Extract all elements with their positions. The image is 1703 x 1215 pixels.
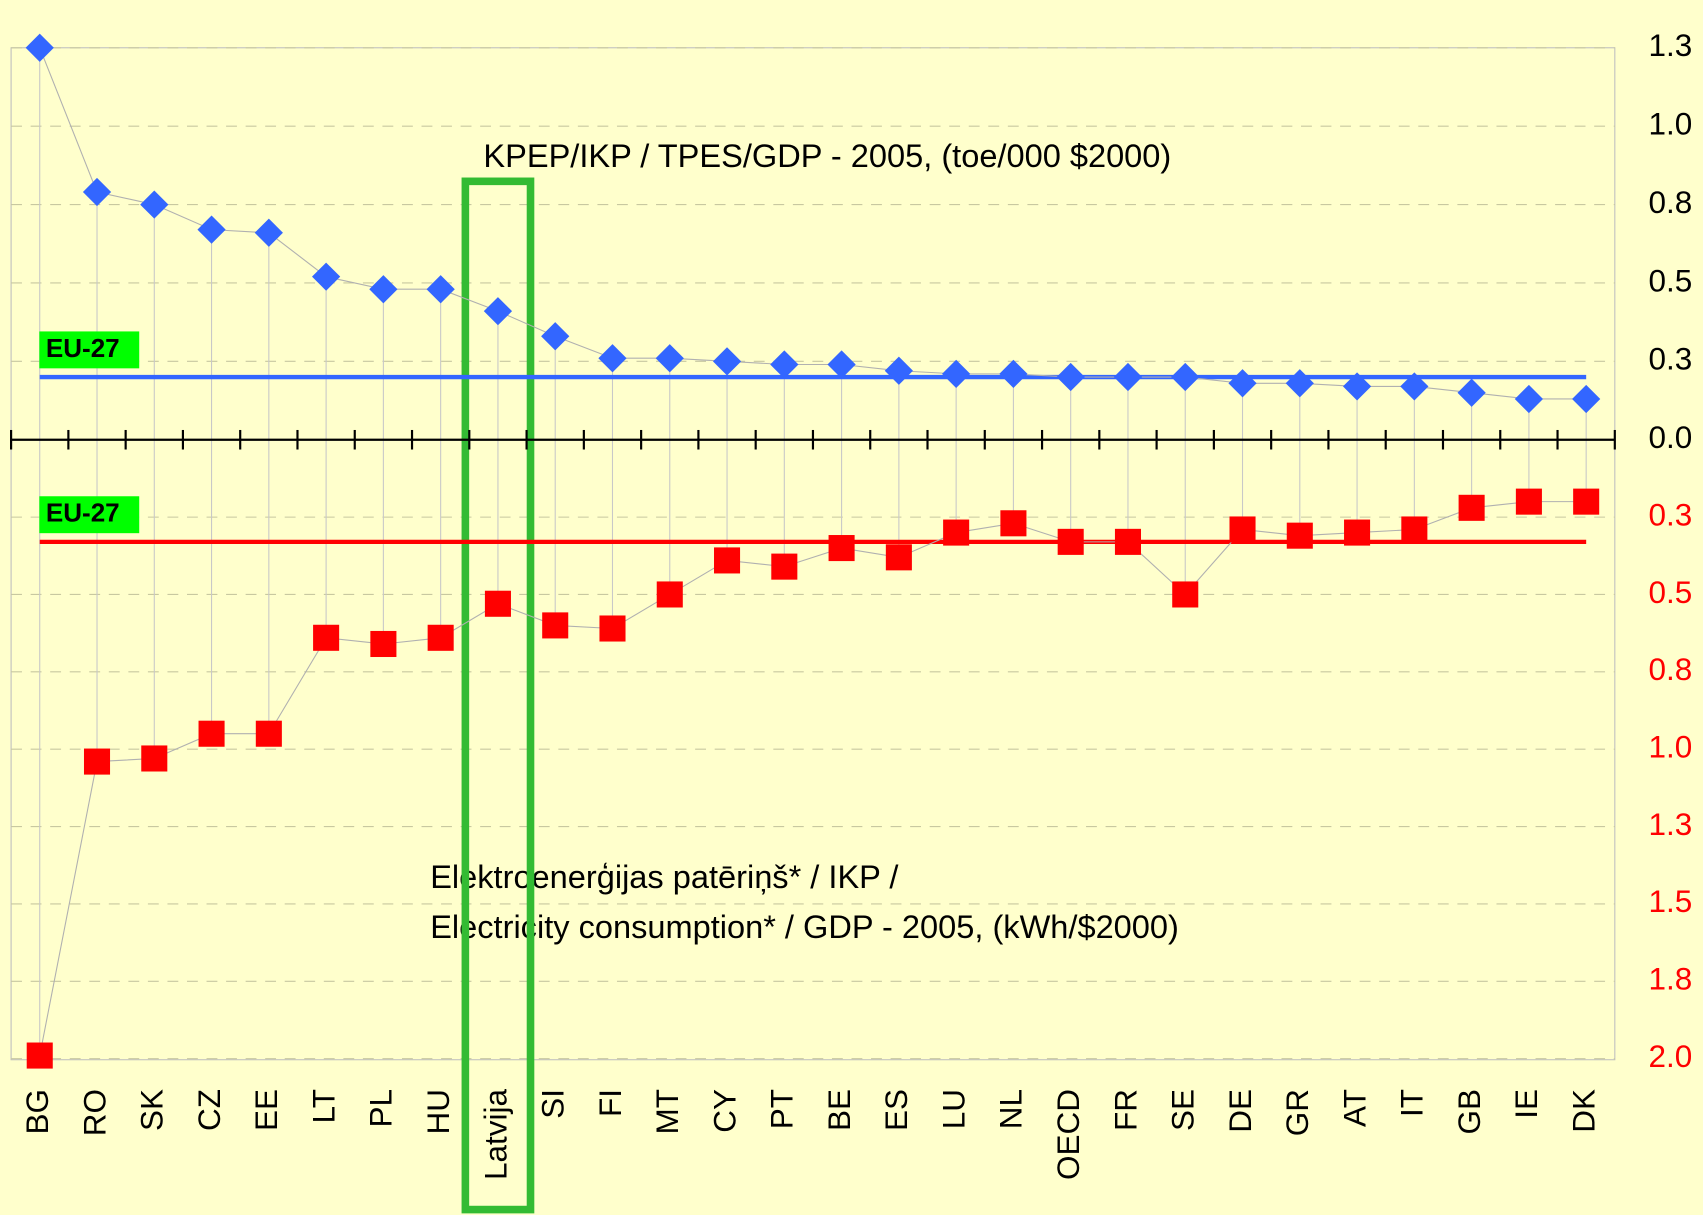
x-tick-label: GB bbox=[1452, 1089, 1487, 1134]
marker bbox=[1573, 488, 1600, 515]
plot-area bbox=[10, 47, 1616, 1061]
x-tick-label: LU bbox=[936, 1089, 971, 1129]
marker bbox=[370, 630, 397, 658]
marker bbox=[827, 350, 856, 379]
y-tick-label: 0.8 bbox=[1648, 185, 1692, 220]
x-tick-label: BE bbox=[822, 1089, 857, 1131]
x-tick-label: OECD bbox=[1051, 1089, 1086, 1180]
marker bbox=[1057, 528, 1084, 555]
y-tick-label: 1.5 bbox=[1648, 884, 1692, 919]
x-tick-label: IT bbox=[1395, 1089, 1430, 1117]
marker bbox=[1344, 519, 1371, 546]
x-tick-label: PT bbox=[765, 1089, 800, 1129]
marker bbox=[999, 359, 1028, 389]
x-tick-label: NL bbox=[994, 1089, 1029, 1129]
x-tick-label: DE bbox=[1223, 1089, 1258, 1133]
annotation: KPEP/IKP / TPES/GDP - 2005, (toe/000 $20… bbox=[483, 138, 1171, 174]
annotation: Electricity consumption* / GDP - 2005, (… bbox=[430, 909, 1179, 945]
reference-label-box bbox=[39, 331, 140, 369]
y-tick-label: 0.0 bbox=[1648, 420, 1692, 455]
y-tick-label: 1.3 bbox=[1648, 807, 1692, 842]
marker bbox=[198, 720, 225, 747]
x-tick-label: SK bbox=[135, 1089, 170, 1131]
y-tick-label: 0.5 bbox=[1648, 575, 1692, 610]
y-tick-label: 0.5 bbox=[1648, 263, 1692, 298]
x-tick-label: GR bbox=[1280, 1089, 1315, 1136]
marker bbox=[1514, 384, 1544, 414]
x-tick-label: HU bbox=[421, 1089, 456, 1134]
x-tick-label: Latvija bbox=[478, 1089, 513, 1180]
annotation: Elektroenerģijas patēriņš* / IKP / bbox=[430, 859, 899, 895]
marker bbox=[1457, 378, 1486, 407]
marker bbox=[712, 347, 742, 376]
marker bbox=[255, 720, 282, 747]
series-line bbox=[39, 501, 1587, 1056]
x-tick-label: DK bbox=[1566, 1089, 1601, 1133]
marker bbox=[770, 350, 799, 379]
x-tick-label: PL bbox=[364, 1089, 399, 1128]
marker bbox=[1572, 384, 1601, 414]
marker bbox=[1401, 516, 1428, 543]
y-tick-label: 2.0 bbox=[1648, 1039, 1692, 1074]
marker bbox=[943, 519, 970, 546]
marker bbox=[1285, 369, 1314, 398]
marker bbox=[1114, 528, 1141, 555]
reference-label: EU-27 bbox=[46, 498, 120, 528]
x-tick-label: SI bbox=[536, 1089, 571, 1119]
x-tick-label: IE bbox=[1509, 1089, 1544, 1119]
x-tick-label: BG bbox=[20, 1089, 55, 1134]
highlight-box bbox=[461, 177, 535, 1214]
marker bbox=[313, 624, 340, 651]
x-tick-label: FR bbox=[1108, 1089, 1143, 1131]
marker bbox=[1286, 522, 1313, 549]
reference-label-box bbox=[39, 496, 140, 534]
marker bbox=[542, 612, 569, 639]
x-tick-label: AT bbox=[1337, 1089, 1372, 1127]
marker bbox=[1229, 516, 1256, 543]
y-tick-label: 1.0 bbox=[1648, 730, 1692, 765]
x-tick-label: CZ bbox=[192, 1089, 227, 1131]
marker bbox=[141, 745, 168, 772]
marker bbox=[427, 624, 454, 651]
marker bbox=[426, 275, 455, 304]
marker bbox=[311, 262, 341, 291]
x-tick-label: FI bbox=[593, 1089, 628, 1117]
marker bbox=[885, 544, 912, 571]
x-tick-label: SE bbox=[1166, 1089, 1201, 1131]
marker bbox=[1000, 510, 1027, 537]
y-tick-label: 1.3 bbox=[1648, 28, 1692, 63]
y-tick-label: 0.3 bbox=[1648, 342, 1692, 377]
y-tick-label: 1.8 bbox=[1648, 962, 1692, 997]
marker bbox=[599, 615, 626, 642]
x-tick-label: MT bbox=[650, 1089, 685, 1134]
marker bbox=[483, 297, 513, 326]
marker bbox=[1458, 494, 1485, 521]
marker bbox=[714, 547, 741, 574]
marker bbox=[656, 581, 683, 608]
marker bbox=[771, 553, 798, 580]
y-tick-label: 0.8 bbox=[1648, 652, 1692, 687]
x-tick-label: ES bbox=[879, 1089, 914, 1131]
marker bbox=[942, 359, 971, 389]
marker bbox=[1400, 372, 1429, 401]
marker bbox=[1228, 369, 1257, 398]
y-tick-label: 1.0 bbox=[1648, 106, 1692, 141]
marker bbox=[26, 1042, 53, 1069]
marker bbox=[828, 535, 855, 562]
x-tick-label: RO bbox=[77, 1089, 112, 1136]
y-tick-label: 0.3 bbox=[1648, 497, 1692, 532]
marker bbox=[369, 275, 398, 304]
marker bbox=[655, 344, 684, 373]
x-tick-label: CY bbox=[707, 1089, 742, 1133]
x-tick-label: EE bbox=[249, 1089, 284, 1131]
x-tick-label: LT bbox=[306, 1089, 341, 1123]
marker bbox=[484, 590, 511, 617]
marker bbox=[1172, 581, 1199, 608]
series-line bbox=[39, 47, 1587, 400]
reference-label: EU-27 bbox=[46, 333, 120, 363]
marker bbox=[83, 748, 111, 775]
marker bbox=[541, 322, 570, 351]
marker bbox=[1515, 488, 1542, 515]
